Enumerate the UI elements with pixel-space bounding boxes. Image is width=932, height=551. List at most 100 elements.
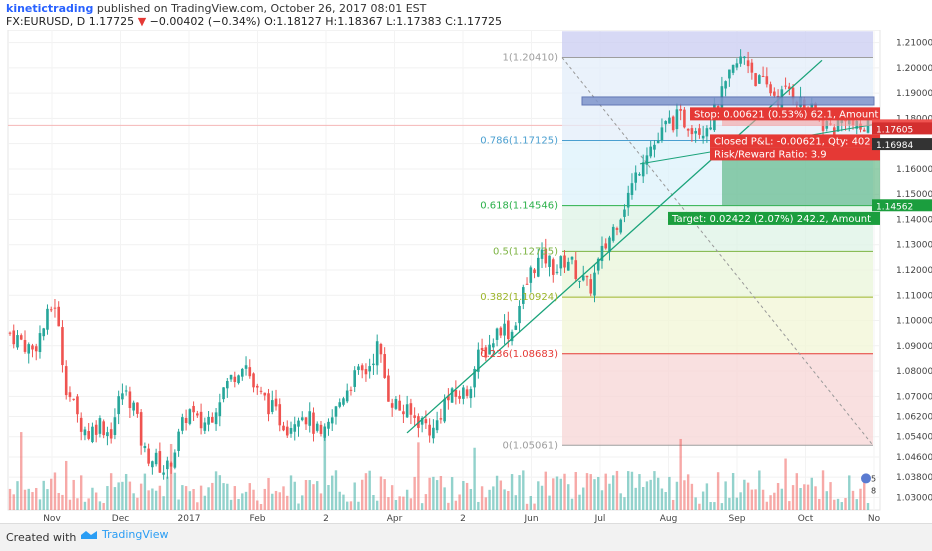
rr-label-bg: [710, 147, 880, 161]
volume-bar: [139, 483, 143, 510]
volume-bar: [87, 498, 90, 510]
candle-body: [91, 426, 94, 443]
volume-bar: [709, 502, 712, 510]
volume-bar: [701, 491, 705, 510]
volume-bar: [529, 496, 532, 510]
candle-body: [166, 460, 169, 470]
volume-bar: [360, 479, 364, 510]
volume-bar: [855, 499, 858, 510]
y-tick-label: 1.08000: [896, 367, 932, 377]
volume-bar: [814, 486, 817, 510]
candle-body: [199, 411, 203, 429]
volume-bar: [132, 493, 135, 510]
candle-body: [147, 448, 150, 464]
down-arrow-icon: ▼: [137, 15, 147, 28]
volume-bar: [439, 476, 443, 510]
volume-bar: [473, 447, 476, 510]
fib-level-label: 0.236(1.08683): [480, 349, 558, 360]
volume-bar: [128, 481, 132, 510]
fib-level-label: 0.5(1.12735): [493, 246, 558, 257]
candle-body: [143, 446, 147, 449]
volume-bar: [769, 495, 772, 510]
author-link[interactable]: kinetictrading: [6, 2, 94, 15]
volume-bar: [102, 502, 105, 510]
volume-bar: [151, 488, 154, 510]
rr-label: Risk/Reward Ratio: 3.9: [714, 149, 827, 160]
volume-bar: [649, 479, 652, 510]
candle-body: [649, 146, 652, 157]
candle-body: [68, 392, 72, 398]
price-chart[interactable]: 5 8 1(1.20410) 0.786(1.17125) 0.618(1.14546…: [0, 30, 932, 523]
candle-body: [548, 255, 551, 267]
volume-bar: [241, 493, 244, 510]
candle-body: [372, 363, 375, 366]
candle-body: [600, 245, 604, 262]
volume-bar: [357, 501, 360, 510]
tradingview-logo[interactable]: TradingView: [80, 528, 168, 541]
x-tick-label: 2: [460, 514, 466, 523]
volume-bar: [274, 490, 278, 510]
y-tick-label: 1.07000: [896, 392, 932, 402]
created-with: Created with: [6, 531, 77, 544]
volume-bar: [593, 479, 596, 510]
volume-bar: [690, 483, 694, 510]
candle-body: [405, 404, 409, 418]
target-label-bg: [668, 211, 880, 225]
volume-bar: [334, 470, 338, 510]
volume-bar: [124, 473, 128, 510]
price-tag: 1.17605: [876, 125, 913, 135]
volume-bar: [372, 495, 375, 510]
candle-body: [330, 417, 334, 424]
candle-body: [724, 81, 727, 89]
candle-body: [641, 162, 645, 177]
x-tick-label: Jun: [523, 514, 538, 523]
volume-bar: [46, 489, 49, 510]
volume-bar: [597, 477, 600, 510]
candle-body: [529, 267, 533, 283]
volume-bar: [799, 488, 802, 510]
volume-bar: [833, 499, 836, 510]
badge-number: 8: [871, 486, 876, 495]
candle-body: [98, 418, 102, 434]
candle-body: [304, 417, 308, 425]
volume-bar: [383, 479, 386, 510]
candle-body: [495, 328, 499, 340]
candle-body: [728, 69, 731, 79]
volume-bar: [589, 474, 592, 510]
volume-bar: [563, 473, 566, 510]
volume-bar: [263, 488, 266, 510]
candle-body: [574, 260, 578, 280]
volume-bar: [297, 503, 300, 510]
candle-body: [61, 327, 64, 366]
candle-body: [12, 330, 16, 345]
volume-bar: [342, 494, 345, 510]
volume-bar: [207, 487, 210, 510]
candle-body: [42, 328, 46, 337]
candle-body: [533, 269, 536, 274]
y-tick-label: 1.04600: [896, 453, 932, 463]
volume-bar: [379, 476, 383, 510]
candle-body: [192, 405, 195, 413]
volume-bar: [810, 477, 813, 510]
volume-bar: [574, 472, 577, 510]
volume-bar: [23, 489, 27, 510]
volume-bar: [582, 487, 585, 510]
candle-body: [169, 462, 173, 467]
volume-bar: [259, 503, 263, 510]
volume-bar: [177, 499, 180, 510]
volume-bar: [346, 501, 349, 510]
candle-body: [64, 366, 68, 396]
volume-bar: [477, 501, 480, 510]
candle-body: [233, 376, 237, 382]
candle-body: [439, 418, 443, 420]
candle-body: [514, 325, 518, 330]
candle-body: [638, 174, 641, 176]
candle-body: [791, 87, 795, 100]
volume-bar: [447, 502, 450, 510]
candle-body: [750, 62, 754, 73]
volume-bar: [492, 486, 495, 510]
candle-body: [492, 343, 495, 348]
candle-body: [383, 354, 386, 378]
candle-body: [240, 368, 244, 377]
candle-body: [229, 374, 233, 380]
